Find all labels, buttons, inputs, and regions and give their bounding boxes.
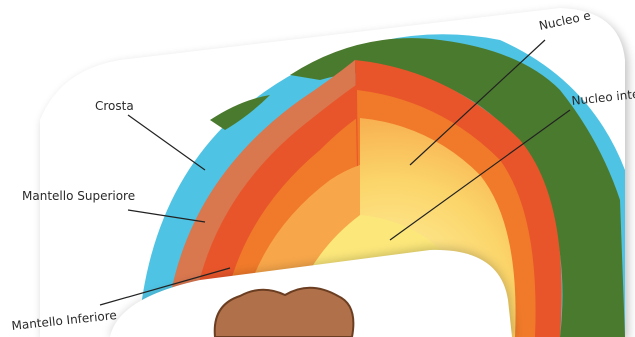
outer-core-pointer	[409, 39, 546, 166]
lower-mantle-pointer	[99, 267, 231, 306]
label-inner-core: Nucleo inte	[571, 87, 635, 108]
land-patch	[210, 95, 270, 130]
crust-pointer	[127, 114, 206, 171]
pointer-lines	[99, 39, 571, 306]
land-masses	[290, 38, 625, 337]
label-crust: Crosta	[95, 99, 134, 113]
inner-core-pointer	[389, 109, 571, 241]
label-upper-mantle: Mantello Superiore	[22, 189, 135, 203]
upper-mantle-pointer	[127, 209, 206, 223]
hat-icon	[213, 286, 355, 337]
